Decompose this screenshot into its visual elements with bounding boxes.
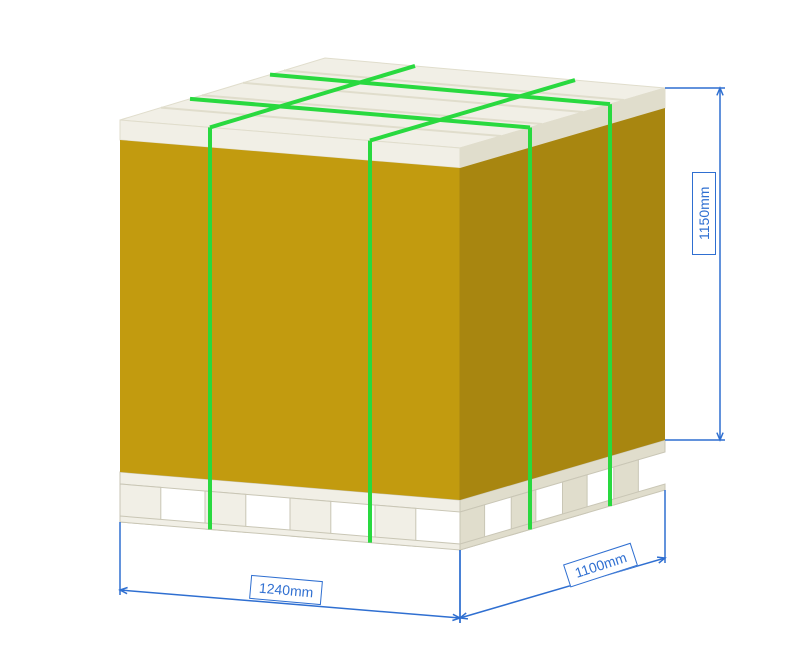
dimension-label-height: 1150mm bbox=[692, 172, 716, 255]
diagram-canvas: 1240mm 1100mm 1150mm bbox=[0, 0, 800, 662]
pallet-svg bbox=[0, 0, 800, 662]
